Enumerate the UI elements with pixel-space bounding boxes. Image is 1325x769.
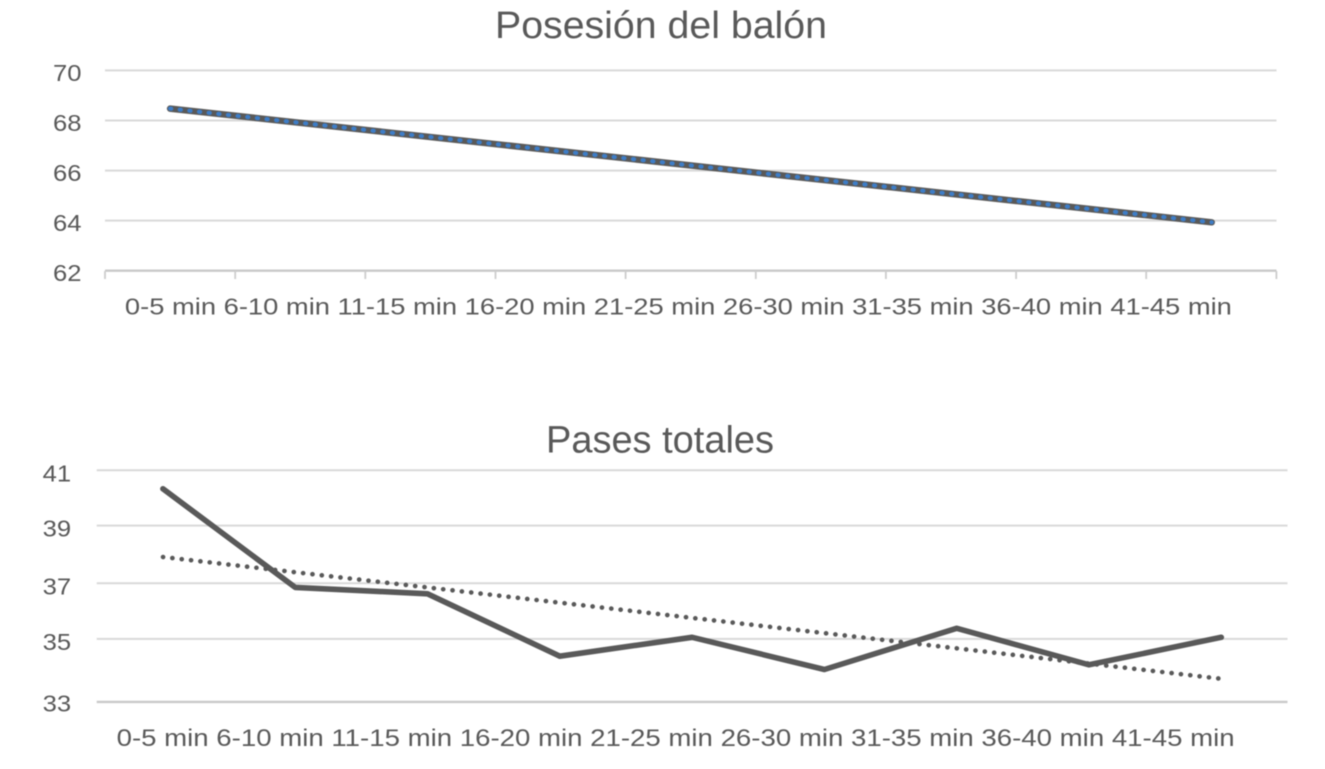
svg-text:39: 39 xyxy=(43,516,72,542)
svg-text:64: 64 xyxy=(53,210,82,236)
svg-text:35: 35 xyxy=(43,629,72,655)
svg-text:62: 62 xyxy=(53,260,82,286)
svg-text:66: 66 xyxy=(53,160,82,186)
svg-text:0-5 min 6-10 min 11-15 min 16-: 0-5 min 6-10 min 11-15 min 16-20 min 21-… xyxy=(125,294,1232,320)
svg-text:0-5 min 6-10 min 11-15 min 16-: 0-5 min 6-10 min 11-15 min 16-20 min 21-… xyxy=(117,725,1235,752)
svg-text:33: 33 xyxy=(43,690,72,716)
svg-text:Posesión del balón: Posesión del balón xyxy=(495,5,827,47)
svg-text:37: 37 xyxy=(43,573,72,599)
svg-text:41: 41 xyxy=(43,460,72,486)
svg-text:70: 70 xyxy=(53,60,82,86)
svg-text:Pases totales: Pases totales xyxy=(546,420,774,462)
svg-text:68: 68 xyxy=(53,110,82,136)
